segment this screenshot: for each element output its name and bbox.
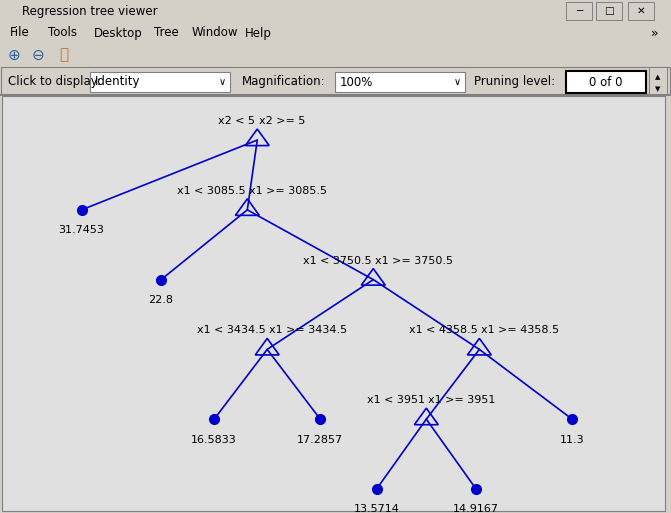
Text: x1 >= 3750.5: x1 >= 3750.5 — [375, 255, 453, 266]
Bar — [90, 72, 230, 92]
Text: ∨: ∨ — [454, 77, 460, 87]
Text: Desktop: Desktop — [93, 27, 142, 40]
Text: File: File — [10, 27, 30, 40]
Text: »: » — [650, 27, 658, 40]
Text: 11.3: 11.3 — [560, 435, 584, 445]
Text: 0 of 0: 0 of 0 — [589, 75, 623, 89]
Bar — [0, 0, 671, 22]
Text: 17.2857: 17.2857 — [297, 435, 344, 445]
Bar — [335, 72, 465, 92]
Text: x1 < 3951: x1 < 3951 — [366, 395, 425, 405]
Text: x1 >= 3434.5: x1 >= 3434.5 — [269, 325, 347, 336]
Text: x2 >= 5: x2 >= 5 — [259, 116, 305, 126]
Bar — [0, 94, 671, 96]
Text: Click to display:: Click to display: — [8, 74, 101, 88]
Bar — [566, 71, 646, 93]
Text: 100%: 100% — [340, 75, 373, 89]
Text: 22.8: 22.8 — [148, 295, 174, 305]
Text: ⊖: ⊖ — [32, 48, 44, 63]
Text: ✋: ✋ — [60, 48, 68, 63]
Text: ▼: ▼ — [656, 86, 661, 92]
Text: Window: Window — [192, 27, 238, 40]
Text: Pruning level:: Pruning level: — [474, 74, 555, 88]
Bar — [2, 96, 665, 511]
Text: Tree: Tree — [154, 27, 178, 40]
Text: x1 >= 3951: x1 >= 3951 — [428, 395, 495, 405]
Text: □: □ — [604, 6, 614, 16]
Text: ─: ─ — [576, 6, 582, 16]
Text: 31.7453: 31.7453 — [58, 225, 105, 235]
Text: Regression tree viewer: Regression tree viewer — [22, 5, 158, 17]
Bar — [628, 2, 654, 20]
Bar — [596, 2, 622, 20]
Bar — [0, 44, 671, 66]
Text: x1 < 4358.5: x1 < 4358.5 — [409, 325, 478, 336]
Bar — [0, 44, 671, 45]
Text: Identity: Identity — [95, 75, 140, 89]
Text: 14.9167: 14.9167 — [453, 504, 499, 513]
Text: x2 < 5: x2 < 5 — [219, 116, 256, 126]
Bar — [0, 66, 671, 67]
Text: x1 < 3085.5: x1 < 3085.5 — [177, 186, 246, 196]
Bar — [0, 66, 671, 95]
Text: x1 < 3750.5: x1 < 3750.5 — [303, 255, 372, 266]
Text: x1 >= 4358.5: x1 >= 4358.5 — [481, 325, 559, 336]
Text: Magnification:: Magnification: — [242, 74, 325, 88]
Bar — [1, 67, 670, 94]
Bar — [0, 22, 671, 23]
Bar — [649, 67, 667, 94]
Text: x1 >= 3085.5: x1 >= 3085.5 — [249, 186, 327, 196]
Text: ▲: ▲ — [656, 74, 661, 80]
Text: ∨: ∨ — [219, 77, 225, 87]
Text: ⊕: ⊕ — [7, 48, 20, 63]
Bar — [566, 2, 592, 20]
Text: Help: Help — [245, 27, 272, 40]
Text: Tools: Tools — [48, 27, 77, 40]
Bar — [0, 22, 671, 44]
Text: 13.5714: 13.5714 — [354, 504, 399, 513]
Text: 16.5833: 16.5833 — [191, 435, 237, 445]
Text: x1 < 3434.5: x1 < 3434.5 — [197, 325, 266, 336]
Text: ✕: ✕ — [637, 6, 646, 16]
